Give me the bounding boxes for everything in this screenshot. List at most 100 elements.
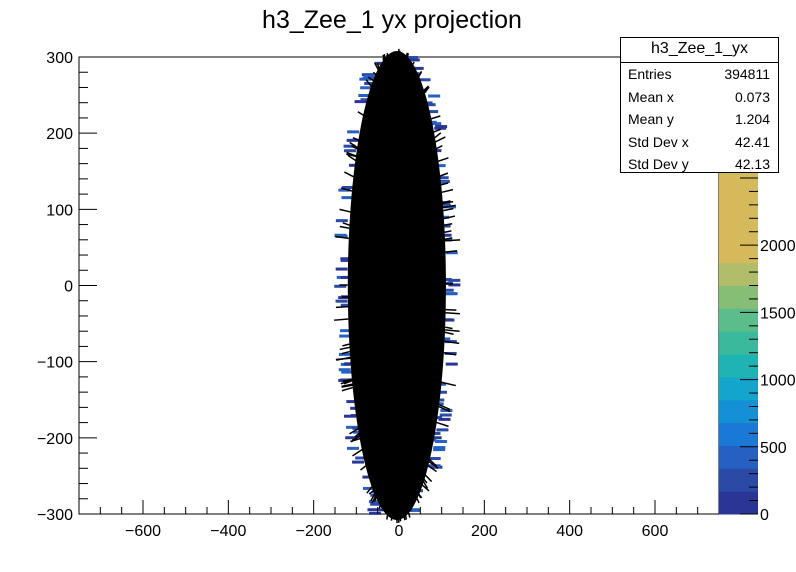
data-layer xyxy=(334,48,461,524)
edge-spike xyxy=(442,200,454,205)
color-scale-band xyxy=(719,171,758,195)
edge-spike xyxy=(426,464,437,473)
color-scale-band xyxy=(719,308,758,332)
color-scale-band xyxy=(719,468,758,492)
edge-spike xyxy=(410,61,415,68)
edge-bin xyxy=(423,103,436,107)
edge-spike xyxy=(341,350,351,355)
edge-spike xyxy=(404,510,408,520)
stats-row-std-x: Std Dev x 42.41 xyxy=(621,131,778,154)
edge-spike xyxy=(443,215,456,220)
edge-spike xyxy=(346,151,357,157)
edge-bin xyxy=(429,436,442,440)
edge-spike xyxy=(342,222,350,226)
edge-bin xyxy=(341,370,354,374)
edge-bin xyxy=(406,56,419,60)
edge-spike xyxy=(366,484,374,494)
edge-bin xyxy=(445,362,458,366)
z-tick-label: 500 xyxy=(760,440,787,457)
edge-bin xyxy=(339,334,352,338)
y-tick-label: −200 xyxy=(37,431,73,448)
edge-bin xyxy=(448,278,461,282)
edge-spike xyxy=(444,237,453,240)
color-scale-band xyxy=(719,354,758,378)
edge-spike xyxy=(443,207,454,212)
edge-spike xyxy=(441,381,456,387)
edge-spike xyxy=(349,427,359,435)
edge-bin xyxy=(347,446,360,450)
edge-spike xyxy=(342,343,350,347)
stats-label: Entries xyxy=(628,66,672,82)
stats-label: Mean y xyxy=(628,111,674,128)
color-scale-band xyxy=(719,239,758,264)
edge-bin xyxy=(362,475,375,479)
edge-bin xyxy=(360,98,373,102)
y-tick-label: −100 xyxy=(37,355,73,372)
edge-spike xyxy=(435,421,449,428)
color-scale-band xyxy=(719,376,758,401)
edge-bin xyxy=(438,417,451,421)
edge-bin xyxy=(363,74,376,78)
edge-spike xyxy=(427,460,439,469)
edge-spike xyxy=(433,132,442,139)
edge-bin xyxy=(407,58,420,62)
edge-bin xyxy=(442,318,455,322)
edge-spike xyxy=(368,489,376,495)
edge-spike xyxy=(370,491,377,502)
edge-spike xyxy=(435,145,443,150)
edge-spike xyxy=(339,225,350,230)
edge-spike xyxy=(444,326,453,330)
y-tick-label: 100 xyxy=(46,202,73,219)
edge-spike xyxy=(334,318,349,321)
edge-spike xyxy=(340,379,353,385)
edge-bin xyxy=(335,267,348,271)
edge-bin xyxy=(358,94,371,98)
edge-spike xyxy=(367,76,376,83)
edge-bin xyxy=(340,275,353,279)
stats-row-std-y: Std Dev y 42.13 xyxy=(621,153,778,176)
edge-bin xyxy=(426,110,439,114)
color-scale-band xyxy=(719,422,758,446)
color-scale-band xyxy=(719,262,758,286)
edge-spike xyxy=(372,71,378,77)
edge-bin xyxy=(359,77,372,81)
edge-bin xyxy=(340,329,353,333)
edge-bin xyxy=(341,196,354,200)
x-tick-label: −200 xyxy=(296,523,332,540)
color-scale-band xyxy=(719,491,758,515)
edge-spike xyxy=(444,340,460,345)
edge-spike xyxy=(445,250,458,253)
x-axis: −600 −400 −200 0 200 400 600 xyxy=(99,500,699,540)
edge-bin xyxy=(363,486,376,490)
edge-spike xyxy=(428,458,438,467)
edge-spike xyxy=(378,502,383,509)
edge-spike xyxy=(354,432,360,438)
edge-spike xyxy=(385,54,390,61)
edge-spike xyxy=(405,53,410,62)
y-tick-label: 300 xyxy=(46,50,73,67)
edge-spike xyxy=(351,435,361,441)
edge-spike xyxy=(382,57,386,65)
edge-bin xyxy=(344,362,357,366)
edge-spike xyxy=(344,171,355,178)
edge-spike xyxy=(351,145,358,150)
edge-bin xyxy=(438,203,451,207)
edge-bin xyxy=(354,100,367,104)
edge-bin xyxy=(445,251,458,255)
edge-bin xyxy=(433,164,446,168)
stats-value: 0.073 xyxy=(734,88,770,105)
edge-spike xyxy=(439,172,449,177)
edge-spike xyxy=(444,223,453,226)
edge-spike xyxy=(399,513,402,518)
edge-spike xyxy=(349,141,359,149)
stats-label: Std Dev x xyxy=(628,133,689,150)
edge-bin xyxy=(439,413,452,417)
edge-bin xyxy=(435,440,448,444)
edge-spike xyxy=(442,204,456,209)
edge-spike xyxy=(437,157,449,163)
distribution-core xyxy=(347,51,446,520)
edge-bin xyxy=(369,511,382,515)
y-tick-label: −300 xyxy=(37,507,73,524)
y-tick-label: 200 xyxy=(46,126,73,143)
edge-spike xyxy=(423,473,433,483)
